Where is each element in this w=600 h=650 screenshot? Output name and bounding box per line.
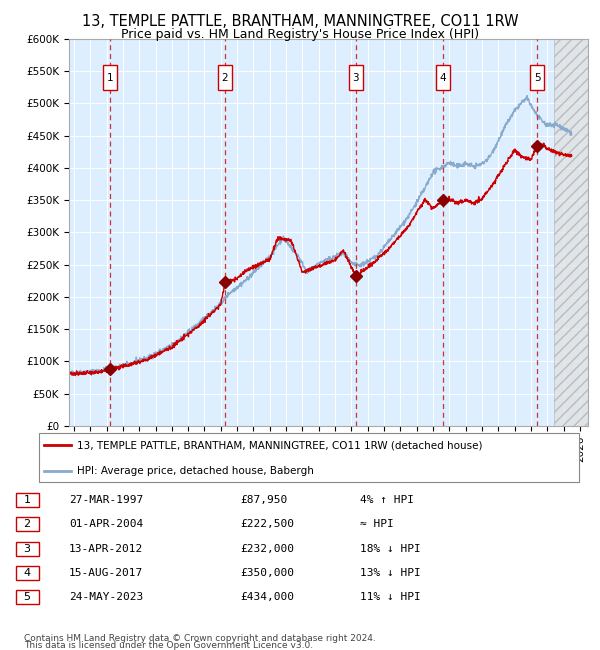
Text: 1: 1 [23,495,31,505]
FancyBboxPatch shape [39,433,579,482]
FancyBboxPatch shape [16,541,39,556]
FancyBboxPatch shape [16,517,39,531]
Text: 13% ↓ HPI: 13% ↓ HPI [360,568,421,578]
FancyBboxPatch shape [349,66,363,90]
FancyBboxPatch shape [218,66,232,90]
FancyBboxPatch shape [103,66,117,90]
Text: 2: 2 [221,73,228,83]
Text: 3: 3 [23,543,31,554]
Text: 13, TEMPLE PATTLE, BRANTHAM, MANNINGTREE, CO11 1RW: 13, TEMPLE PATTLE, BRANTHAM, MANNINGTREE… [82,14,518,29]
Text: £222,500: £222,500 [240,519,294,529]
FancyBboxPatch shape [530,66,544,90]
Text: ≈ HPI: ≈ HPI [360,519,394,529]
Text: HPI: Average price, detached house, Babergh: HPI: Average price, detached house, Babe… [77,466,314,476]
Text: Price paid vs. HM Land Registry's House Price Index (HPI): Price paid vs. HM Land Registry's House … [121,28,479,41]
Bar [554,39,588,426]
Text: 18% ↓ HPI: 18% ↓ HPI [360,543,421,554]
Text: 4% ↑ HPI: 4% ↑ HPI [360,495,414,505]
Text: 27-MAR-1997: 27-MAR-1997 [69,495,143,505]
FancyBboxPatch shape [436,66,450,90]
Text: £87,950: £87,950 [240,495,287,505]
Text: £350,000: £350,000 [240,568,294,578]
Text: 24-MAY-2023: 24-MAY-2023 [69,592,143,602]
Text: 5: 5 [23,592,31,602]
Text: 3: 3 [353,73,359,83]
Text: 1: 1 [107,73,113,83]
FancyBboxPatch shape [16,590,39,604]
Text: 2: 2 [23,519,31,529]
Text: £232,000: £232,000 [240,543,294,554]
FancyBboxPatch shape [16,566,39,580]
Text: 13, TEMPLE PATTLE, BRANTHAM, MANNINGTREE, CO11 1RW (detached house): 13, TEMPLE PATTLE, BRANTHAM, MANNINGTREE… [77,440,482,450]
Text: 01-APR-2004: 01-APR-2004 [69,519,143,529]
FancyBboxPatch shape [16,493,39,507]
Text: 5: 5 [534,73,541,83]
Text: This data is licensed under the Open Government Licence v3.0.: This data is licensed under the Open Gov… [24,642,313,650]
Text: 13-APR-2012: 13-APR-2012 [69,543,143,554]
Text: 4: 4 [23,568,31,578]
Text: 11% ↓ HPI: 11% ↓ HPI [360,592,421,602]
Text: 4: 4 [440,73,446,83]
Text: £434,000: £434,000 [240,592,294,602]
Text: Contains HM Land Registry data © Crown copyright and database right 2024.: Contains HM Land Registry data © Crown c… [24,634,376,643]
Text: 15-AUG-2017: 15-AUG-2017 [69,568,143,578]
